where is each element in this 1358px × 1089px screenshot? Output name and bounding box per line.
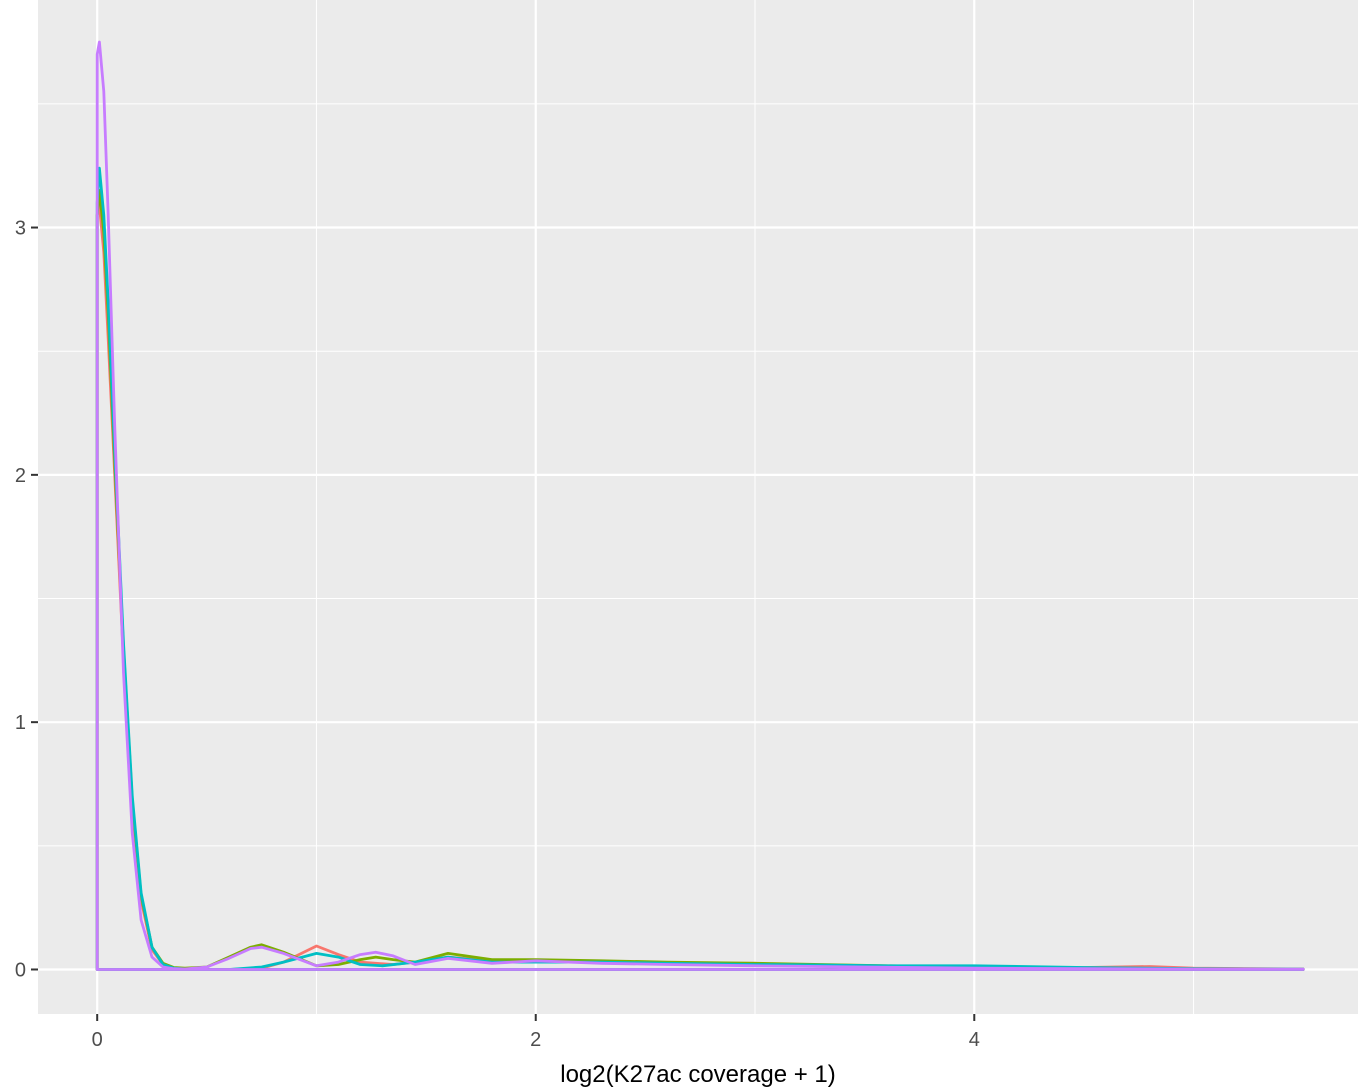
density-lines xyxy=(95,40,1305,971)
minor-gridlines xyxy=(38,0,1358,1014)
y-tick-labels: 0 1 2 3 xyxy=(15,218,26,982)
y-tick-label: 0 xyxy=(15,959,26,981)
x-axis-title: log2(K27ac coverage + 1) xyxy=(560,1061,836,1088)
x-tick-label: 4 xyxy=(969,1029,980,1051)
density-line xyxy=(95,40,1305,971)
y-tick-label: 2 xyxy=(15,465,26,487)
y-tick-label: 1 xyxy=(15,712,26,734)
x-tick-label: 0 xyxy=(92,1029,103,1051)
x-tick-label: 2 xyxy=(530,1029,541,1051)
axis-ticks xyxy=(31,226,976,1021)
x-tick-labels: 0 2 4 xyxy=(92,1029,980,1051)
panel-background xyxy=(38,0,1358,1014)
y-tick-label: 3 xyxy=(15,218,26,240)
